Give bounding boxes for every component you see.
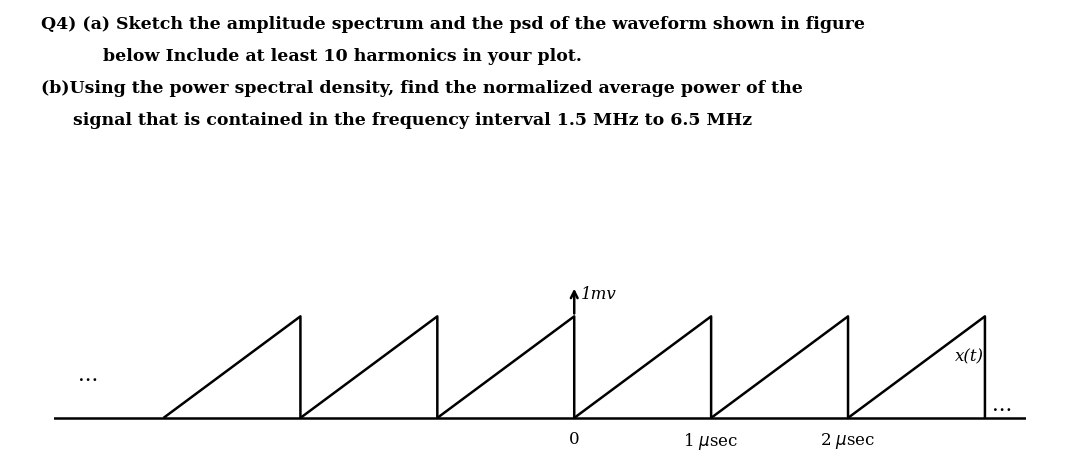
Text: Q4) (a) Sketch the amplitude spectrum and the psd of the waveform shown in figur: Q4) (a) Sketch the amplitude spectrum an… xyxy=(41,16,865,33)
Text: signal that is contained in the frequency interval 1.5 MHz to 6.5 MHz: signal that is contained in the frequenc… xyxy=(73,112,753,129)
Text: 2 $\mu$sec: 2 $\mu$sec xyxy=(821,431,876,451)
Text: 1 $\mu$sec: 1 $\mu$sec xyxy=(684,431,739,452)
Text: 0: 0 xyxy=(569,431,580,448)
Text: below Include at least 10 harmonics in your plot.: below Include at least 10 harmonics in y… xyxy=(103,48,581,65)
Text: ...: ... xyxy=(991,396,1012,415)
Text: ...: ... xyxy=(78,366,98,385)
Text: (b)Using the power spectral density, find the normalized average power of the: (b)Using the power spectral density, fin… xyxy=(41,80,802,97)
Text: 1mv: 1mv xyxy=(581,286,617,303)
Text: x(t): x(t) xyxy=(955,349,984,366)
